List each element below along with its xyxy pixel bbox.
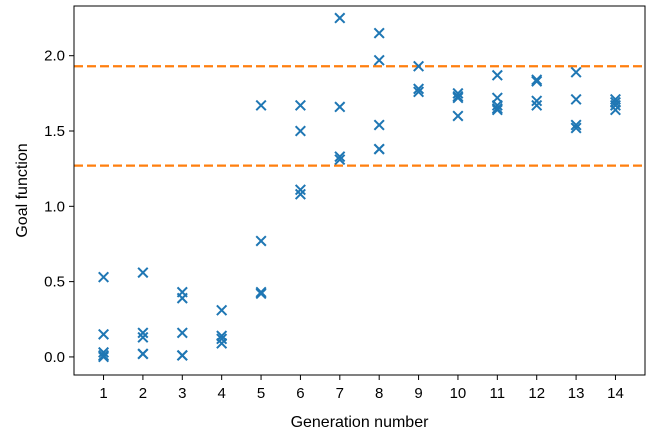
- data-point: [137, 348, 149, 360]
- data-points: [98, 12, 621, 363]
- plot-frame: [73, 5, 646, 376]
- data-point: [373, 54, 385, 66]
- data-point: [216, 304, 228, 316]
- y-tick-label: 2.0: [44, 48, 65, 65]
- data-point: [216, 333, 228, 345]
- x-tick-label: 9: [414, 385, 422, 402]
- data-point: [137, 267, 149, 279]
- data-point: [294, 99, 306, 111]
- data-point: [137, 331, 149, 343]
- data-point: [609, 104, 621, 116]
- data-point: [531, 99, 543, 111]
- y-tick-label: 1.5: [44, 123, 65, 140]
- data-point: [255, 288, 267, 300]
- data-point: [334, 101, 346, 113]
- data-point: [294, 188, 306, 200]
- y-tick-label: 0.0: [44, 349, 65, 366]
- x-tick-label: 5: [257, 385, 265, 402]
- plot-area: [74, 6, 645, 375]
- data-point: [491, 104, 503, 116]
- x-axis-label: Generation number: [291, 414, 430, 431]
- x-tick-label: 7: [336, 385, 344, 402]
- data-point: [334, 154, 346, 166]
- data-point: [570, 66, 582, 78]
- x-tick-label: 12: [528, 385, 545, 402]
- data-point: [255, 235, 267, 247]
- x-tick-label: 8: [375, 385, 383, 402]
- x-tick-label: 14: [607, 385, 624, 402]
- x-tick-label: 10: [450, 385, 467, 402]
- data-point: [413, 86, 425, 98]
- data-point: [413, 60, 425, 72]
- data-point: [413, 83, 425, 95]
- data-point: [531, 74, 543, 86]
- data-point: [373, 119, 385, 131]
- data-point: [98, 351, 110, 363]
- x-tick-label: 6: [296, 385, 304, 402]
- data-point: [570, 93, 582, 105]
- data-point: [373, 143, 385, 155]
- y-axis-ticks: 0.0 0.5 1.0 1.5 2.0: [44, 48, 74, 366]
- y-tick-label: 0.5: [44, 274, 65, 291]
- x-tick-label: 13: [568, 385, 585, 402]
- data-point: [452, 87, 464, 99]
- data-point: [176, 327, 188, 339]
- y-tick-label: 1.0: [44, 198, 65, 215]
- data-point: [294, 125, 306, 137]
- x-tick-label: 3: [178, 385, 186, 402]
- x-tick-label: 4: [218, 385, 226, 402]
- data-point: [255, 99, 267, 111]
- data-point: [452, 92, 464, 104]
- x-axis-ticks: 1 2 3 4 5 6 7 8 9 10 11 12 13 14: [99, 375, 624, 402]
- data-point: [570, 122, 582, 134]
- data-point: [98, 271, 110, 283]
- x-tick-label: 2: [139, 385, 147, 402]
- data-point: [98, 349, 110, 361]
- x-tick-label: 11: [490, 385, 506, 402]
- y-axis-label: Goal function: [14, 143, 31, 237]
- data-point: [609, 99, 621, 111]
- data-point: [531, 75, 543, 87]
- data-point: [570, 119, 582, 131]
- data-point: [98, 346, 110, 358]
- data-point: [334, 12, 346, 24]
- x-tick-label: 1: [99, 385, 107, 402]
- data-point: [373, 27, 385, 39]
- data-point: [137, 327, 149, 339]
- data-point: [176, 349, 188, 361]
- data-point: [452, 90, 464, 102]
- data-point: [176, 292, 188, 304]
- data-point: [98, 328, 110, 340]
- data-point: [255, 286, 267, 298]
- reference-lines: [74, 65, 645, 167]
- data-point: [531, 95, 543, 107]
- data-point: [294, 184, 306, 196]
- data-point: [452, 110, 464, 122]
- data-point: [334, 151, 346, 163]
- data-point: [216, 337, 228, 349]
- data-point: [491, 102, 503, 114]
- data-point: [491, 99, 503, 111]
- data-point: [491, 69, 503, 81]
